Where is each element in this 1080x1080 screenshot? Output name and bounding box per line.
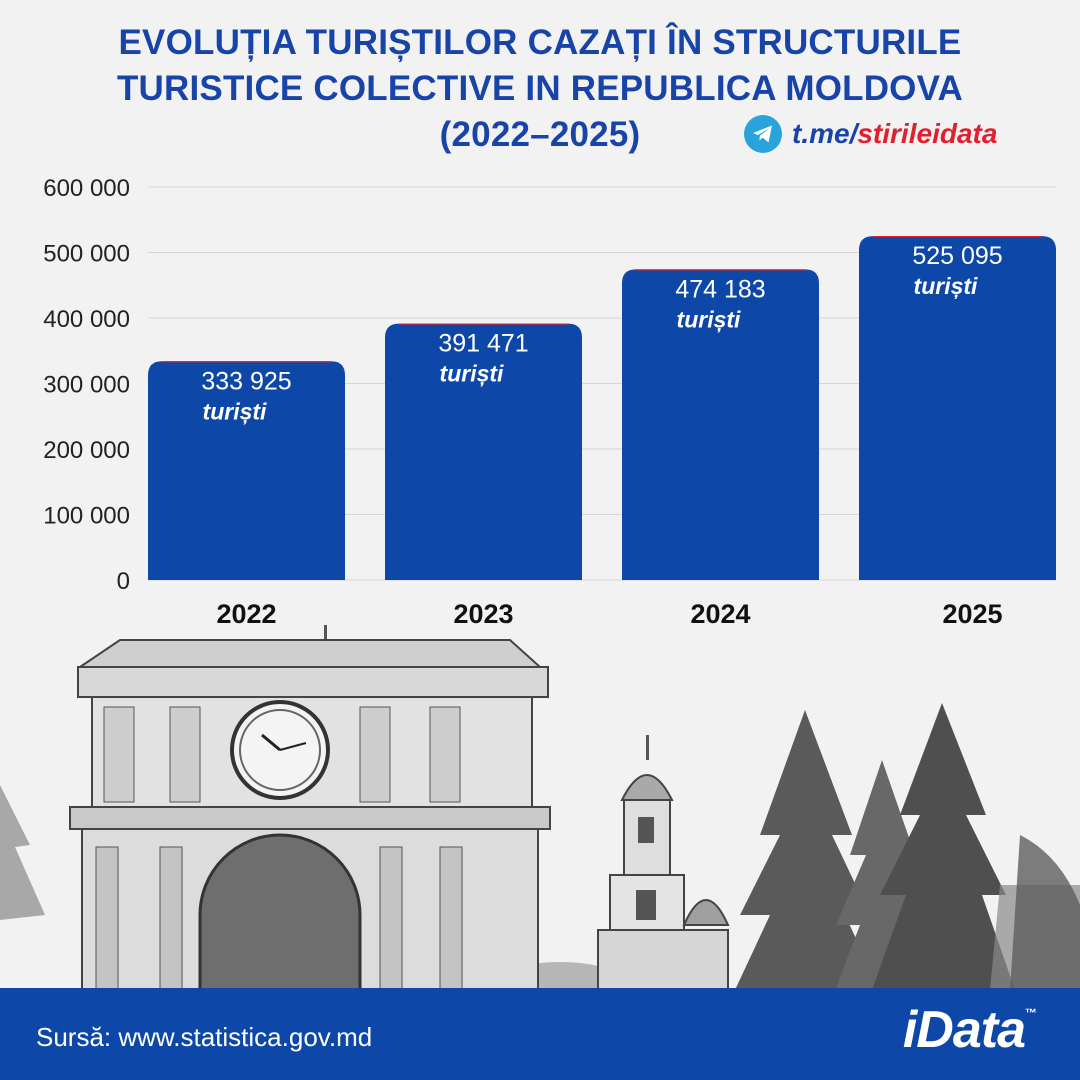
bar [385, 323, 582, 580]
chisinau-landmarks-illustration [0, 625, 1080, 990]
x-category-label: 2025 [942, 599, 1002, 629]
value-label: 474 183 [675, 275, 765, 303]
bar [859, 236, 1056, 580]
unit-label: turiști [203, 398, 268, 424]
x-category-label: 2024 [690, 599, 750, 629]
value-label: 525 095 [912, 242, 1002, 270]
bar [622, 269, 819, 580]
value-label: 391 471 [438, 330, 528, 358]
y-tick-label: 300 000 [43, 372, 130, 399]
unit-label: turiști [440, 361, 505, 387]
y-tick-label: 0 [117, 568, 130, 595]
unit-label: turiști [677, 306, 742, 332]
church-drawing [597, 735, 730, 990]
triumphal-arch-drawing [69, 625, 551, 990]
footer-bar: Sursă: www.statistica.gov.md iData™ [0, 988, 1080, 1080]
x-category-label: 2022 [216, 599, 276, 629]
y-tick-label: 500 000 [43, 241, 130, 268]
source-text: Sursă: www.statistica.gov.md [36, 1022, 373, 1052]
y-tick-label: 200 000 [43, 437, 130, 464]
unit-label: turiști [914, 273, 979, 299]
telegram-link[interactable]: t.me/stirileidata [744, 114, 997, 154]
chart-title: EVOLUȚIA TURIȘTILOR CAZAȚI ÎN STRUCTURIL… [0, 20, 1080, 158]
telegram-prefix: t.me/ [792, 118, 858, 149]
trademark-mark: ™ [1025, 1006, 1037, 1020]
y-tick-label: 400 000 [43, 306, 130, 333]
trees-drawing [735, 703, 1080, 990]
title-line-3: (2022–2025) [439, 115, 641, 154]
telegram-handle: t.me/stirileidata [792, 118, 997, 150]
title-line-1: EVOLUȚIA TURIȘTILOR CAZAȚI ÎN STRUCTURIL… [118, 23, 962, 62]
x-category-label: 2023 [453, 599, 513, 629]
y-tick-label: 100 000 [43, 503, 130, 530]
logo-text: iData [902, 1001, 1026, 1059]
value-label: 333 925 [201, 367, 291, 395]
telegram-icon [744, 115, 782, 153]
y-tick-label: 600 000 [43, 175, 130, 202]
telegram-handle-text: stirileidata [857, 118, 998, 149]
title-line-2: TURISTICE COLECTIVE IN REPUBLICA MOLDOVA [116, 69, 964, 108]
bar [148, 361, 345, 580]
bar-chart: 0 100 000 200 000 300 000 400 000 500 000 600 … [43, 175, 1056, 629]
idata-logo: iData™ [902, 1000, 1037, 1060]
